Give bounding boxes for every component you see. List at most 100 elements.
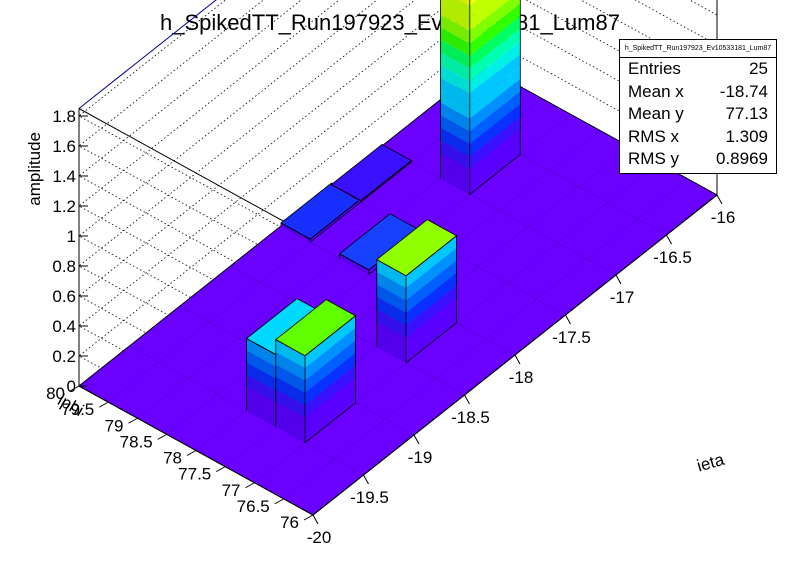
- z-tick-label: 1.8: [52, 107, 76, 126]
- bar-front-band: [469, 28, 521, 82]
- x-axis-tick: [464, 394, 470, 405]
- bar-side-band: [440, 0, 470, 19]
- x-axis-tick: [666, 234, 672, 245]
- bar-side-band: [275, 352, 305, 381]
- z-tick-label: 1.4: [52, 167, 76, 186]
- bar-side-band: [376, 321, 406, 351]
- bar-edge: [440, 0, 471, 195]
- bar-front-band: [406, 285, 457, 338]
- z-tick-label: 0: [67, 377, 76, 396]
- x-tick-label: -17.5: [552, 328, 591, 347]
- grid-line: [78, 0, 718, 366]
- grid-line: [78, 5, 718, 456]
- bar-side-band: [246, 386, 276, 415]
- x-tick-label: -16: [711, 208, 736, 227]
- x-tick-label: -19: [408, 448, 433, 467]
- y-tick-label: 76: [280, 513, 299, 532]
- bar-front-band: [469, 129, 521, 182]
- x-axis-tick: [716, 194, 723, 205]
- x-axis-tick: [363, 474, 369, 485]
- bar-side-band: [440, 140, 470, 170]
- bar-front-band: [469, 141, 521, 195]
- bar-front-band: [406, 235, 457, 289]
- bar-side-band: [440, 2, 470, 31]
- z-tick-label: 1.2: [52, 197, 76, 216]
- z-tick-label: 0.4: [52, 317, 76, 336]
- stats-row-entries: Entries 25: [620, 58, 776, 81]
- z-tick-label: 1.6: [52, 137, 76, 156]
- bar-side-band: [246, 398, 276, 427]
- bar-side-band: [376, 259, 406, 289]
- z-tick-label: 0.6: [52, 287, 76, 306]
- bar-side-band: [440, 115, 470, 144]
- bar-front-band: [305, 390, 356, 443]
- stats-row-rms-x: RMS x 1.309: [620, 126, 776, 149]
- bar-side-band: [281, 223, 311, 243]
- x-tick-label: -18: [509, 368, 534, 387]
- x-tick-label: -18.5: [451, 408, 490, 427]
- y-axis-tick: [128, 417, 138, 424]
- x-axis-label: ieta: [695, 450, 727, 476]
- stats-value: 77.13: [725, 104, 768, 123]
- x-tick-label: -16.5: [653, 248, 692, 267]
- bar-side-band: [440, 165, 470, 195]
- y-tick-label: 78.5: [120, 432, 153, 451]
- z-tick-label: 0.2: [52, 347, 76, 366]
- y-axis-tick: [245, 482, 255, 489]
- grid-line: [78, 0, 718, 426]
- bar-edge: [376, 258, 407, 363]
- bar-front-band: [406, 248, 457, 301]
- bar-front-band: [469, 66, 521, 119]
- bar-side-band: [376, 284, 406, 313]
- axes-group: 00.20.40.60.811.21.41.61.87676.57777.578…: [46, 107, 735, 547]
- bar-front-band: [305, 328, 356, 381]
- x-tick-label: -17: [610, 288, 635, 307]
- bar-front-band: [469, 41, 521, 94]
- floor-cell-line: [381, 145, 617, 276]
- bar-side-band: [246, 338, 276, 367]
- bar-front-band: [310, 199, 361, 243]
- bar-edge: [405, 234, 457, 364]
- x-axis-tick: [514, 354, 521, 365]
- bar-side-band: [275, 414, 305, 443]
- stats-label: RMS x: [628, 126, 679, 146]
- y-tick-label: 77.5: [178, 465, 211, 484]
- bar-front-band: [469, 78, 521, 132]
- y-axis-tick: [303, 514, 314, 521]
- y-tick-label: 79.5: [61, 400, 94, 419]
- bar-side-band: [376, 272, 406, 301]
- floor-cell-line: [283, 178, 688, 500]
- bar: [330, 144, 413, 203]
- back-wall-top-edge: [78, 0, 217, 109]
- bar-edge: [304, 314, 356, 444]
- z-axis-label: amplitude: [25, 132, 44, 206]
- bar-side-band: [440, 102, 470, 132]
- bar-front-band: [469, 0, 521, 44]
- stats-label: RMS y: [628, 149, 679, 168]
- grid-line: [78, 35, 718, 486]
- bar-side-band: [440, 90, 470, 119]
- bar-side-band: [275, 339, 305, 369]
- x-axis-tick: [413, 434, 420, 445]
- x-axis-tick: [615, 274, 622, 285]
- stats-value: 0.8969: [716, 149, 768, 168]
- bar-front-band: [469, 0, 509, 31]
- y-tick-label: 76.5: [237, 497, 270, 516]
- y-axis-tick: [186, 450, 197, 456]
- bar-side-band: [440, 65, 470, 94]
- bar-side-band: [376, 334, 406, 363]
- bar-front-band: [305, 353, 356, 406]
- bar-front-band: [406, 310, 457, 363]
- grid-line: [78, 0, 718, 396]
- stats-value: 25: [749, 59, 768, 78]
- bar-side-band: [440, 127, 470, 157]
- bar: [376, 219, 458, 364]
- x-tick-label: -20: [307, 528, 332, 547]
- bar-side-band: [376, 309, 406, 338]
- bar-front-band: [305, 365, 356, 418]
- bar-edge: [280, 222, 311, 243]
- z-tick-label: 0.8: [52, 257, 76, 276]
- bar-edge: [360, 159, 412, 203]
- bar-side-band: [339, 253, 369, 275]
